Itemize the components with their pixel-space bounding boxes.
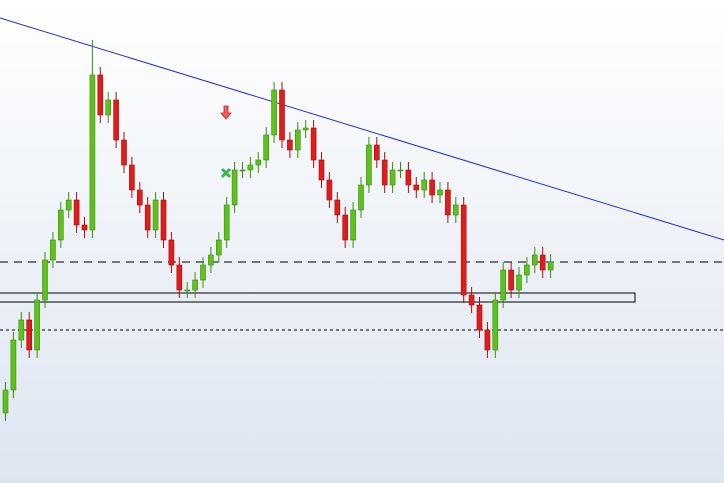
candle-body [516,274,522,291]
candle-body [460,204,467,296]
candle-body [421,179,428,191]
candle-body [121,139,127,166]
candle-body [152,199,159,231]
candle-body [26,319,33,351]
candle-body [484,329,491,351]
candle-body [168,239,175,266]
candle-body [358,184,364,211]
candle-body [10,339,17,391]
candle-body [452,204,459,216]
candle-body [445,189,451,216]
candle-body [105,99,111,116]
candle-body [255,159,262,166]
candle-body [294,129,301,151]
candle-body [57,209,64,241]
candle-body [239,169,246,172]
candle-body [34,299,40,351]
candle-body [350,209,356,241]
candle-body [176,264,183,291]
candle-body [81,224,88,231]
candle-body [539,254,546,271]
candle-body [271,89,277,136]
candle-body [397,169,404,172]
candle-body [468,294,475,306]
candle-body [50,239,56,261]
candle-body [42,259,48,301]
candle-body [287,139,293,151]
candle-body [89,74,96,231]
candle-body [373,144,380,161]
candle-body [524,264,530,276]
candle-body [160,199,167,241]
candle-body [476,304,483,331]
candle-body [381,159,388,186]
candle-body [200,264,206,281]
candle-body [184,289,190,292]
sell-arrow [220,105,232,120]
candle-body [129,164,135,191]
candle-body [492,299,499,351]
candle-body [302,127,309,131]
candle-body [405,169,412,186]
candle-body [247,164,254,171]
trendline [0,17,724,241]
candle-body [326,179,333,201]
candle-body [137,189,143,206]
candle-body [531,254,538,266]
candle-body [342,214,349,241]
zone [0,292,636,303]
candle-body [547,261,554,271]
candle-body [231,169,238,206]
candle-body [18,319,25,341]
candle-body [2,389,9,414]
candle-body [366,144,372,186]
candle-body [144,204,151,231]
buy-marker [220,167,232,179]
candle-body [429,179,435,196]
candle-body [208,254,214,266]
candle-body [437,189,443,196]
candle-body [334,199,341,216]
candle-body [73,199,80,226]
candle-body [508,269,514,291]
candle-body [500,269,507,301]
candle-body [310,127,317,161]
candle-body [263,134,270,161]
candle-body [216,239,222,256]
candle-body [223,204,230,241]
candle-body [192,279,198,291]
candle-body [97,74,104,116]
candle-body [65,199,72,211]
candle-body [413,184,420,191]
candle-body [318,159,325,181]
candle-body [279,89,285,141]
candle-body [389,169,396,186]
candle-body [113,99,119,141]
